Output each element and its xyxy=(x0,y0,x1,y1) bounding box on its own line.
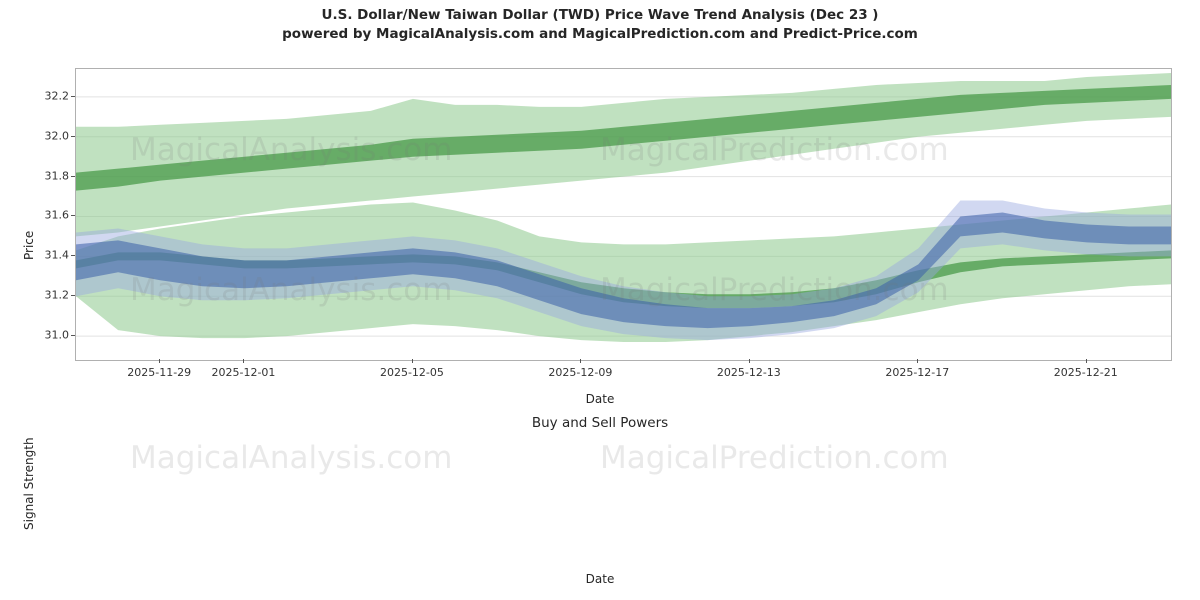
green-lower-outer-band xyxy=(76,202,1171,343)
green-upper-inner-band xyxy=(76,84,1171,191)
price-wave-chart-plot-area xyxy=(75,68,1172,361)
upper-y-tick-label: 31.4 xyxy=(44,248,70,262)
blue-inner-band xyxy=(76,212,1171,329)
chart-title-block: U.S. Dollar/New Taiwan Dollar (TWD) Pric… xyxy=(0,6,1200,44)
upper-x-tick-mark xyxy=(580,359,582,363)
price-wave-bands xyxy=(76,72,1171,343)
upper-x-tick-label: 2025-12-09 xyxy=(548,366,613,379)
lower-chart-title: Buy and Sell Powers xyxy=(531,415,669,431)
lower-chart-x-axis-label: Date xyxy=(585,572,615,586)
upper-x-tick-label: 2025-12-13 xyxy=(716,366,781,379)
upper-y-tick-mark xyxy=(71,255,75,257)
upper-x-tick-mark xyxy=(411,359,413,363)
upper-x-tick-mark xyxy=(159,359,161,363)
upper-chart-y-axis-label: Price xyxy=(22,230,36,260)
watermark-6: MagicalPrediction.com xyxy=(600,440,949,476)
upper-y-tick-mark xyxy=(71,335,75,337)
upper-chart-x-axis-label: Date xyxy=(585,392,615,406)
upper-x-tick-mark xyxy=(748,359,750,363)
lower-chart-y-axis-label: Signal Strength xyxy=(22,437,36,530)
page-title-line1: U.S. Dollar/New Taiwan Dollar (TWD) Pric… xyxy=(321,7,879,23)
upper-y-tick-mark xyxy=(71,95,75,97)
upper-y-tick-mark xyxy=(71,215,75,217)
upper-x-tick-label: 2025-12-21 xyxy=(1053,366,1118,379)
upper-y-tick-mark xyxy=(71,135,75,137)
page-title-line2: powered by MagicalAnalysis.com and Magic… xyxy=(282,26,918,42)
upper-x-tick-mark xyxy=(1085,359,1087,363)
upper-y-tick-label: 31.2 xyxy=(44,288,70,302)
upper-x-tick-label: 2025-12-05 xyxy=(379,366,444,379)
watermark-5: MagicalAnalysis.com xyxy=(130,440,453,476)
upper-x-tick-label: 2025-12-01 xyxy=(211,366,276,379)
upper-x-tick-label: 2025-12-17 xyxy=(885,366,950,379)
upper-x-tick-mark xyxy=(243,359,245,363)
upper-y-tick-label: 31.8 xyxy=(44,169,70,183)
upper-y-tick-mark xyxy=(71,295,75,297)
upper-y-tick-label: 32.2 xyxy=(44,89,70,103)
upper-x-tick-label: 2025-11-29 xyxy=(127,366,192,379)
upper-y-tick-label: 31.0 xyxy=(44,328,70,342)
upper-x-tick-mark xyxy=(917,359,919,363)
upper-y-tick-mark xyxy=(71,175,75,177)
upper-y-tick-label: 31.6 xyxy=(44,208,70,222)
upper-y-tick-label: 32.0 xyxy=(44,129,70,143)
